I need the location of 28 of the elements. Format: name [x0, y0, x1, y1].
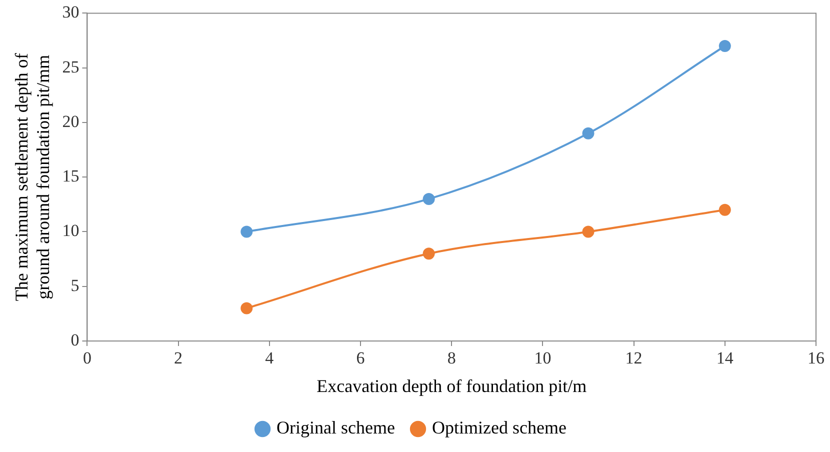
y-tick-label: 20	[62, 112, 80, 131]
x-tick-label: 6	[356, 348, 365, 368]
y-tick-label: 25	[62, 57, 80, 76]
y-tick-label: 5	[70, 276, 80, 295]
y-tick-label: 10	[62, 221, 80, 240]
x-tick-label: 4	[265, 348, 274, 368]
point	[240, 226, 253, 238]
x-axis-title: Excavation depth of foundation pit/m	[316, 376, 587, 396]
y-axis-title: The maximum settlement depth of ground around foundation pit/mm	[12, 53, 54, 302]
x-tick-label: 10	[534, 348, 552, 368]
point	[718, 40, 731, 52]
x-tick-label: 2	[174, 348, 183, 368]
x-tick-label: 14	[716, 348, 734, 368]
point	[582, 127, 594, 140]
legend-label: Original scheme	[276, 418, 396, 438]
x-tick-label: 0	[82, 348, 92, 368]
x-tick-label: 16	[808, 348, 824, 368]
y-tick-label: 0	[70, 330, 80, 350]
point	[582, 226, 594, 238]
point	[240, 302, 253, 314]
y-tick-label: 15	[62, 166, 80, 186]
x-tick-label: 12	[625, 348, 642, 368]
x-tick-label: 8	[447, 348, 456, 368]
point	[422, 248, 435, 260]
point	[422, 192, 435, 205]
legend-label: Optimized scheme	[432, 418, 566, 438]
point	[718, 204, 731, 216]
y-tick-label: 30	[62, 2, 80, 22]
